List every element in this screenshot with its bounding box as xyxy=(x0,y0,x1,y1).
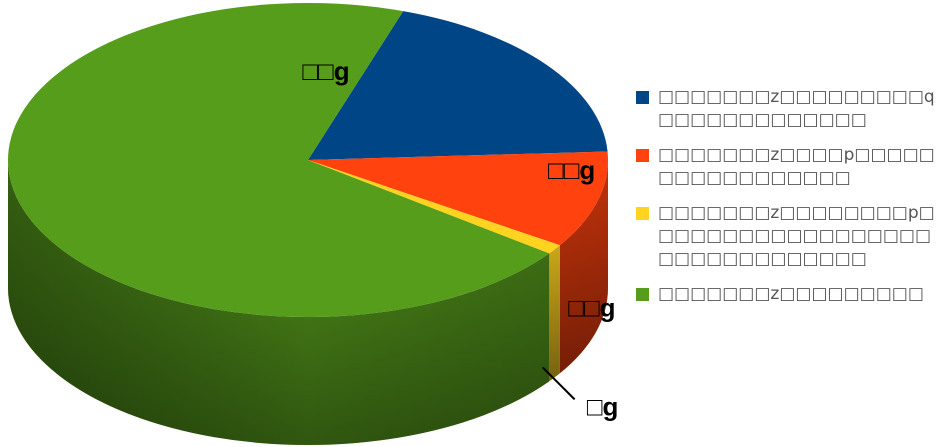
pie-rim-shading xyxy=(8,160,608,445)
legend-swatch-4 xyxy=(636,288,649,301)
pie-slice-4 xyxy=(8,2,550,317)
data-label-1: □□g xyxy=(548,155,595,185)
legend-swatch-3 xyxy=(636,207,649,220)
pie-slice-2 xyxy=(308,151,608,246)
pie-slice-3 xyxy=(308,160,560,254)
legend-label-2: □□□□□□□z□□□□p□□□□□□□□□□□□□□□□□ xyxy=(658,145,935,188)
data-label-leader-line xyxy=(541,366,576,401)
legend-item-1: □□□□□□□z□□□□□□□□□q□□□□□□□□□□□□□ xyxy=(636,86,936,132)
legend-swatch-2 xyxy=(636,149,649,162)
pie-slice-1 xyxy=(308,11,608,160)
legend: □□□□□□□z□□□□□□□□□q□□□□□□□□□□□□□ □□□□□□□z□… xyxy=(636,86,936,318)
legend-item-4: □□□□□□□z□□□□□□□□□ xyxy=(636,283,936,306)
legend-label-3: □□□□□□□z□□□□□□□□p□□□□□□□□□□□□□□□□□□□□□□□… xyxy=(658,203,935,269)
data-label-3: □g xyxy=(587,391,619,421)
data-label-2: □□g xyxy=(568,292,615,322)
legend-label-1: □□□□□□□z□□□□□□□□□q□□□□□□□□□□□□□ xyxy=(658,87,935,130)
legend-item-2: □□□□□□□z□□□□p□□□□□□□□□□□□□□□□□ xyxy=(636,144,936,190)
legend-swatch-1 xyxy=(636,91,649,104)
legend-label-4: □□□□□□□z□□□□□□□□□ xyxy=(658,284,924,304)
data-label-4: □□g xyxy=(302,56,349,86)
legend-item-3: □□□□□□□z□□□□□□□□p□□□□□□□□□□□□□□□□□□□□□□□… xyxy=(636,202,936,271)
